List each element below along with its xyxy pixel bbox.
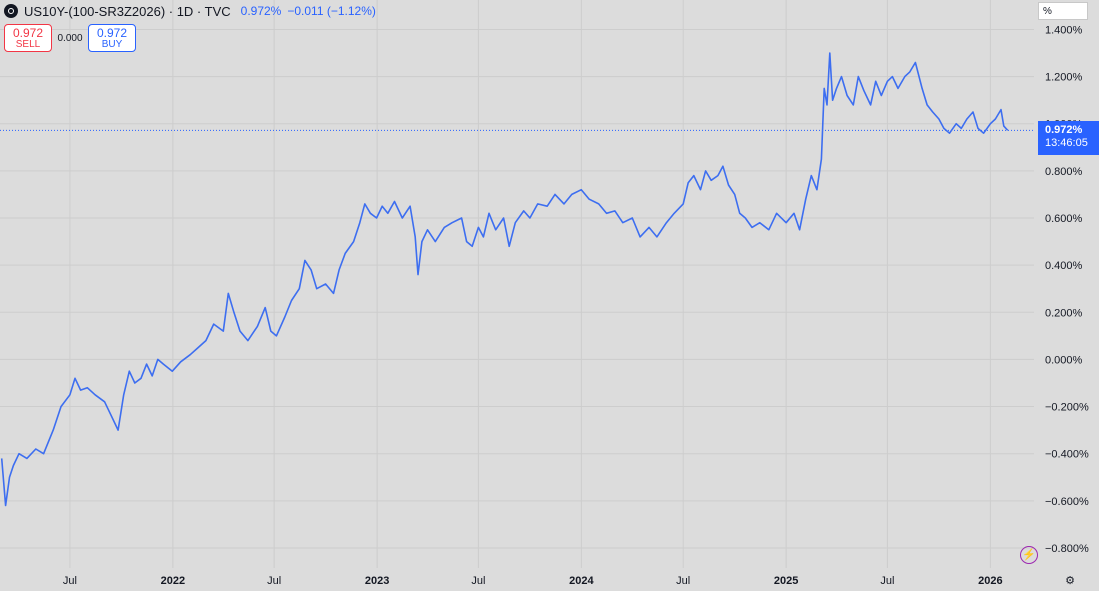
y-tick-label: 0.000%	[1045, 354, 1083, 366]
y-tick-label: 0.200%	[1045, 307, 1083, 319]
spread-value: 0.000	[57, 32, 83, 44]
symbol-logo-icon[interactable]	[4, 4, 18, 18]
y-tick-label: 0.800%	[1045, 166, 1083, 178]
x-tick-label: 2026	[978, 575, 1002, 587]
buy-price: 0.972	[96, 26, 128, 40]
y-tick-label: 0.400%	[1045, 260, 1083, 272]
bar-countdown: 13:46:05	[1045, 137, 1088, 149]
last-price-value: 0.972%	[1045, 124, 1083, 136]
x-tick-label: 2025	[774, 575, 798, 587]
x-tick-label: 2024	[569, 575, 594, 587]
header-change: −0.011 (−1.12%)	[287, 4, 376, 18]
y-axis: 1.400%1.200%1.000%0.800%0.600%0.400%0.20…	[1045, 24, 1089, 555]
chart-header: US10Y-(100-SR3Z2026) · 1D · TVC 0.972% −…	[4, 2, 376, 20]
y-tick-label: −0.400%	[1045, 449, 1089, 461]
buy-label: BUY	[101, 39, 123, 50]
grid	[0, 0, 1034, 568]
y-tick-label: 0.600%	[1045, 213, 1083, 225]
y-tick-label: −0.200%	[1045, 402, 1089, 414]
sell-label: SELL	[15, 39, 41, 50]
header-price: 0.972%	[240, 4, 282, 18]
x-tick-label: Jul	[63, 575, 77, 587]
symbol-title[interactable]: US10Y-(100-SR3Z2026) · 1D · TVC	[24, 3, 231, 19]
sell-button[interactable]: 0.972 SELL	[4, 24, 52, 52]
last-price-tag: 0.972% 13:46:05	[1038, 121, 1099, 155]
price-line	[0, 52, 1009, 507]
y-tick-label: 1.400%	[1045, 24, 1083, 36]
x-tick-label: 2022	[161, 575, 185, 587]
y-tick-label: 1.200%	[1045, 72, 1083, 84]
buy-button[interactable]: 0.972 BUY	[88, 24, 136, 52]
x-tick-label: 2023	[365, 575, 389, 587]
x-tick-label: Jul	[471, 575, 485, 587]
x-axis: Jul 2022 Jul 2023 Jul 2024 Jul 2025 Jul 2026	[63, 575, 1003, 587]
scale-unit-box[interactable]: %	[1038, 2, 1088, 20]
y-tick-label: −0.800%	[1045, 543, 1089, 555]
gear-icon[interactable]: ⚙	[1065, 575, 1075, 587]
sell-price: 0.972	[12, 26, 44, 40]
x-tick-label: Jul	[676, 575, 690, 587]
trade-panel: 0.972 SELL 0.000 0.972 BUY	[4, 24, 136, 52]
lightning-icon[interactable]: ⚡	[1020, 546, 1038, 564]
x-tick-label: Jul	[267, 575, 281, 587]
y-tick-label: −0.600%	[1045, 496, 1089, 508]
x-tick-label: Jul	[880, 575, 894, 587]
